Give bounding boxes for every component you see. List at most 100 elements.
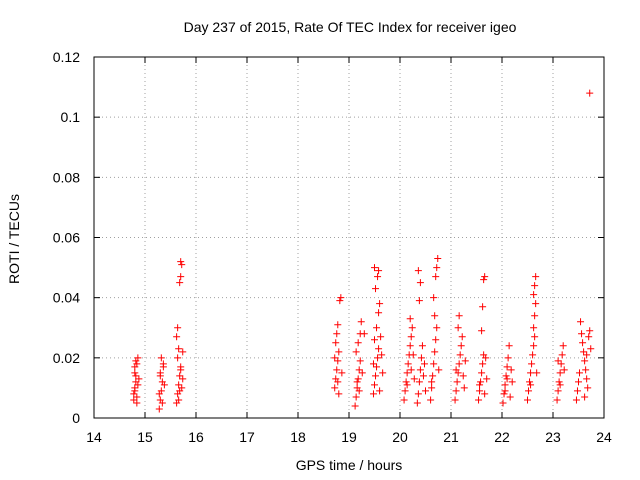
data-point bbox=[433, 324, 441, 332]
data-point bbox=[481, 390, 489, 398]
data-point bbox=[452, 366, 460, 374]
x-axis: 14 15 16 17 18 19 20 21 22 23 24 bbox=[86, 57, 612, 445]
data-point bbox=[174, 324, 182, 332]
data-point bbox=[175, 381, 183, 389]
data-point bbox=[479, 360, 487, 368]
data-point bbox=[404, 360, 412, 368]
data-point bbox=[156, 372, 164, 380]
data-point bbox=[402, 378, 410, 386]
data-point bbox=[178, 261, 186, 269]
data-point bbox=[452, 387, 460, 395]
data-point bbox=[337, 294, 345, 302]
data-point bbox=[355, 387, 363, 395]
data-point bbox=[371, 264, 378, 272]
data-point bbox=[155, 390, 163, 398]
data-point bbox=[482, 354, 490, 362]
x-tick-label: 22 bbox=[494, 429, 510, 445]
data-point bbox=[403, 369, 411, 377]
data-point bbox=[357, 318, 365, 326]
x-tick-label: 24 bbox=[596, 429, 612, 445]
data-point bbox=[578, 330, 586, 338]
data-point bbox=[587, 345, 595, 353]
data-point bbox=[501, 381, 509, 389]
data-point bbox=[431, 312, 439, 320]
data-point bbox=[354, 339, 362, 347]
data-point bbox=[331, 354, 339, 362]
data-point bbox=[478, 369, 486, 377]
data-point bbox=[354, 375, 362, 383]
data-point bbox=[375, 345, 383, 353]
data-point bbox=[176, 372, 184, 380]
x-tick-label: 17 bbox=[239, 429, 255, 445]
chart-title: Day 237 of 2015, Rate Of TEC Index for r… bbox=[184, 19, 517, 35]
data-point bbox=[582, 366, 590, 374]
data-point bbox=[132, 372, 140, 380]
data-point bbox=[372, 372, 380, 380]
data-point bbox=[173, 333, 181, 341]
data-point bbox=[432, 336, 440, 344]
data-point bbox=[379, 369, 387, 377]
x-tick-label: 18 bbox=[290, 429, 306, 445]
data-point bbox=[555, 378, 563, 386]
data-point bbox=[458, 333, 466, 341]
data-points bbox=[130, 89, 595, 413]
data-point bbox=[575, 378, 582, 386]
data-point bbox=[176, 387, 184, 395]
data-point bbox=[130, 396, 138, 404]
grid bbox=[94, 57, 604, 418]
x-tick-label: 14 bbox=[86, 429, 102, 445]
data-point bbox=[505, 342, 513, 350]
data-point bbox=[560, 366, 568, 374]
data-point bbox=[580, 348, 588, 356]
data-point bbox=[419, 372, 427, 380]
data-point bbox=[556, 381, 564, 389]
data-point bbox=[428, 384, 436, 392]
data-point bbox=[401, 387, 409, 395]
data-point bbox=[131, 384, 139, 392]
data-point bbox=[461, 357, 469, 365]
data-point bbox=[454, 324, 462, 332]
data-point bbox=[525, 387, 533, 395]
x-axis-label: GPS time / hours bbox=[296, 457, 403, 473]
data-point bbox=[532, 273, 540, 281]
data-point bbox=[403, 381, 411, 389]
data-point bbox=[500, 390, 508, 398]
data-point bbox=[360, 330, 368, 338]
data-point bbox=[530, 342, 538, 350]
data-point bbox=[506, 393, 514, 401]
data-point bbox=[455, 312, 463, 320]
data-point bbox=[335, 390, 343, 398]
data-point bbox=[175, 396, 183, 404]
data-point bbox=[527, 381, 535, 389]
data-point bbox=[377, 333, 385, 341]
data-point bbox=[159, 363, 167, 371]
data-point bbox=[532, 300, 540, 308]
data-point bbox=[477, 378, 485, 386]
data-point bbox=[481, 273, 489, 281]
data-point bbox=[476, 381, 484, 389]
data-point bbox=[375, 309, 383, 317]
data-point bbox=[577, 318, 585, 326]
y-axis-label: ROTI / TECUs bbox=[6, 194, 22, 284]
data-point bbox=[531, 333, 539, 341]
data-point bbox=[338, 369, 346, 377]
data-point bbox=[414, 267, 422, 275]
data-point bbox=[355, 366, 363, 374]
data-point bbox=[157, 354, 165, 362]
data-point bbox=[353, 378, 361, 386]
data-point bbox=[369, 390, 377, 398]
data-point bbox=[177, 366, 185, 374]
data-point bbox=[374, 273, 382, 281]
data-point bbox=[358, 369, 366, 377]
data-point bbox=[559, 342, 567, 350]
data-point bbox=[158, 399, 166, 407]
data-point bbox=[413, 399, 421, 407]
data-point bbox=[576, 369, 584, 377]
data-point bbox=[376, 300, 384, 308]
data-point bbox=[134, 381, 142, 389]
data-point bbox=[476, 387, 484, 395]
y-tick-label: 0.02 bbox=[53, 350, 80, 366]
data-point bbox=[407, 366, 415, 374]
data-point bbox=[557, 360, 565, 368]
data-point bbox=[334, 378, 342, 386]
